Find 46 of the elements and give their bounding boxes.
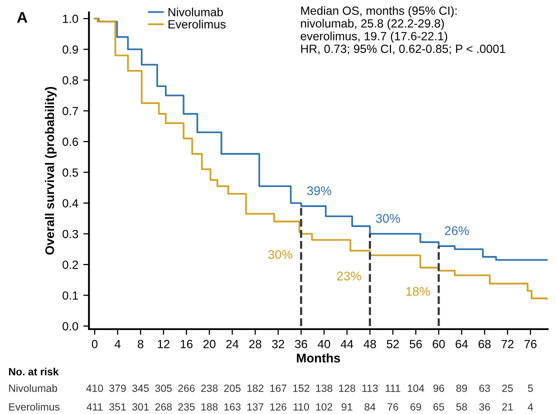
x-tick-label: 60 (432, 340, 445, 348)
legend-label: Nivolumab (168, 8, 223, 16)
y-tick-label: 0.2 (62, 260, 78, 269)
annotation: 18% (406, 286, 430, 296)
y-tick-label: 0.0 (62, 322, 78, 330)
annotation: 30% (268, 250, 292, 259)
y-tick-label: 0.7 (62, 106, 78, 116)
x-tick-label: 4 (114, 340, 121, 348)
x-tick-label: 44 (340, 340, 354, 348)
x-tick-label: 12 (158, 340, 170, 348)
annotation: Median OS, months (95% CI): nivolumab, 25.8 (22.2-29.8) everolimus, 19.7 (17.6-22.1) HR, 0.73; 95% CI, 0.62-0.85; P < .0001 (300, 6, 506, 54)
x-tick-label: 68 (478, 340, 491, 348)
y-tick-label: 0.9 (62, 45, 78, 54)
text: Everolimus 411 351 301 268 235 188 163 137 126 110 102 91 84 76 69 65 58 36 21 4 (9, 402, 534, 411)
annotation: 30% (376, 214, 400, 223)
y-tick-label: 0.4 (62, 199, 78, 208)
x-tick-label: 8 (138, 340, 144, 348)
x-tick-label: 20 (203, 340, 216, 348)
x-tick-label: 52 (386, 340, 399, 348)
x-tick-label: 76 (524, 340, 537, 348)
text: Nivolumab 410 379 345 305 266 238 205 182 167 152 138 128 113 111 104 96 89 63 25 5 (9, 384, 533, 392)
y-tick-label: 0.3 (62, 230, 78, 238)
x-tick-label: 36 (294, 340, 308, 348)
x-tick-label: 0 (92, 340, 98, 348)
x-axis-title: Months (296, 353, 340, 363)
x-tick-label: 56 (410, 340, 422, 348)
x-tick-label: 40 (318, 340, 330, 348)
y-axis-title: Overall survival (probability) (44, 86, 57, 255)
y-tick-label: 0.5 (62, 168, 78, 177)
x-tick-label: 64 (456, 340, 468, 348)
annotation: 39% (307, 186, 332, 196)
y-tick-label: 0.1 (62, 291, 78, 300)
x-tick-label: 48 (364, 340, 376, 348)
x-tick-label: 72 (502, 340, 514, 348)
x-tick-label: 32 (272, 340, 284, 348)
legend-label: Everolimus (168, 20, 226, 28)
annotation: 23% (337, 272, 362, 280)
text: No. at risk (9, 368, 59, 376)
x-tick-label: 16 (180, 340, 192, 348)
y-tick-label: 1.0 (63, 14, 78, 23)
annotation: 26% (444, 226, 469, 236)
x-tick-label: 24 (226, 340, 239, 348)
y-tick-label: 0.6 (62, 138, 78, 146)
x-tick-label: 28 (249, 340, 262, 348)
y-tick-label: 0.8 (62, 76, 78, 84)
text: A (17, 12, 28, 23)
